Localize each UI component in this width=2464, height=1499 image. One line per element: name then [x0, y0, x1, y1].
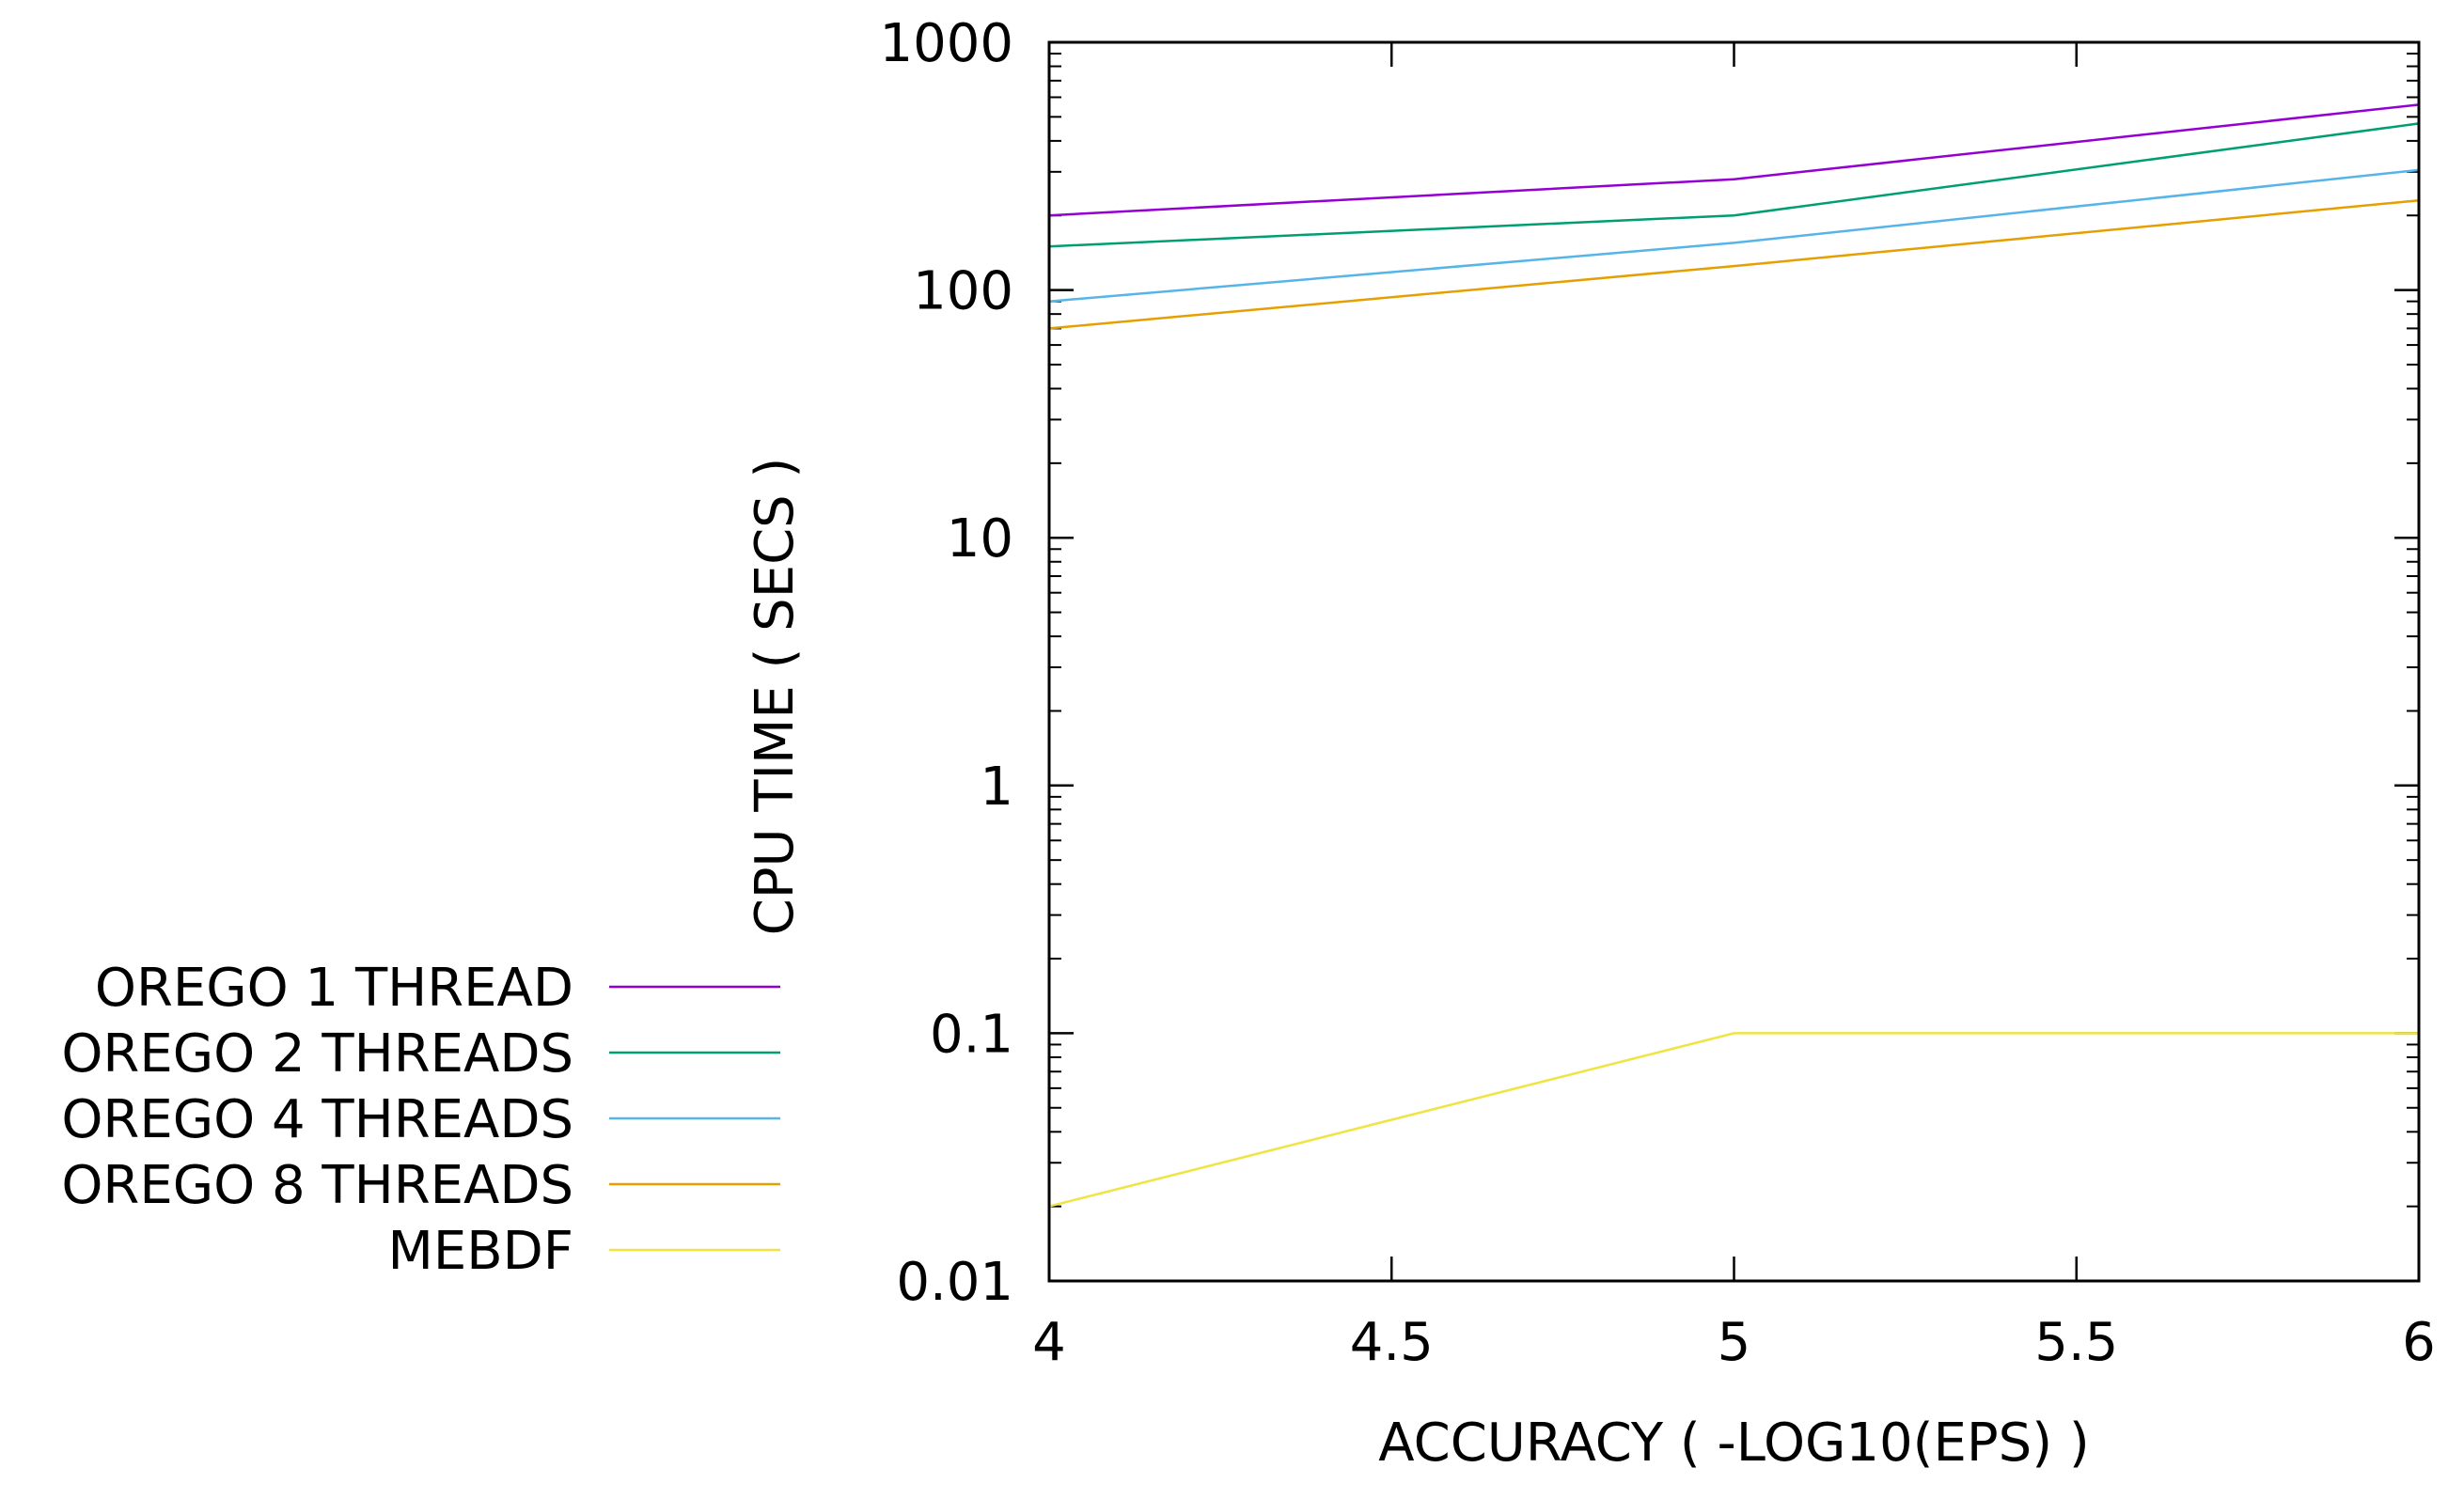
legend-label: OREGO 2 THREADS — [61, 1023, 573, 1085]
y-tick-label: 1000 — [879, 13, 1013, 74]
plot-frame — [1047, 40, 2421, 1283]
series-line — [1048, 1032, 2419, 1208]
x-tick-label: 4.5 — [1350, 1312, 1434, 1373]
series-line — [1048, 122, 2420, 248]
series-lines — [1048, 103, 2420, 1208]
tick-labels: 4 4.5 5 5.5 6 0.01 0.1 1 10 100 1000 — [879, 13, 2435, 1373]
y-tick-label: 0.1 — [930, 1004, 1013, 1065]
x-tick-label: 6 — [2402, 1312, 2436, 1373]
series-line — [1048, 103, 2420, 217]
y-tick-label: 100 — [913, 261, 1013, 322]
x-tick-label: 5 — [1718, 1312, 1751, 1373]
legend-label: OREGO 8 THREADS — [61, 1155, 573, 1216]
y-tick-label: 0.01 — [896, 1252, 1013, 1313]
series-line — [1048, 168, 2420, 303]
legend-label: MEBDF — [388, 1221, 573, 1282]
x-axis-title: ACCURACY ( -LOG10(EPS) ) — [1378, 1413, 2089, 1474]
legend-label: OREGO 4 THREADS — [61, 1089, 573, 1150]
y-tick-label: 10 — [947, 508, 1013, 570]
series-line — [1048, 198, 2420, 330]
x-tick-label: 4 — [1032, 1312, 1066, 1373]
legend-label: OREGO 1 THREAD — [95, 958, 573, 1019]
x-tick-label: 5.5 — [2034, 1312, 2118, 1373]
y-axis-title: CPU TIME ( SECS ) — [745, 458, 806, 936]
y-tick-label: 1 — [980, 757, 1013, 818]
